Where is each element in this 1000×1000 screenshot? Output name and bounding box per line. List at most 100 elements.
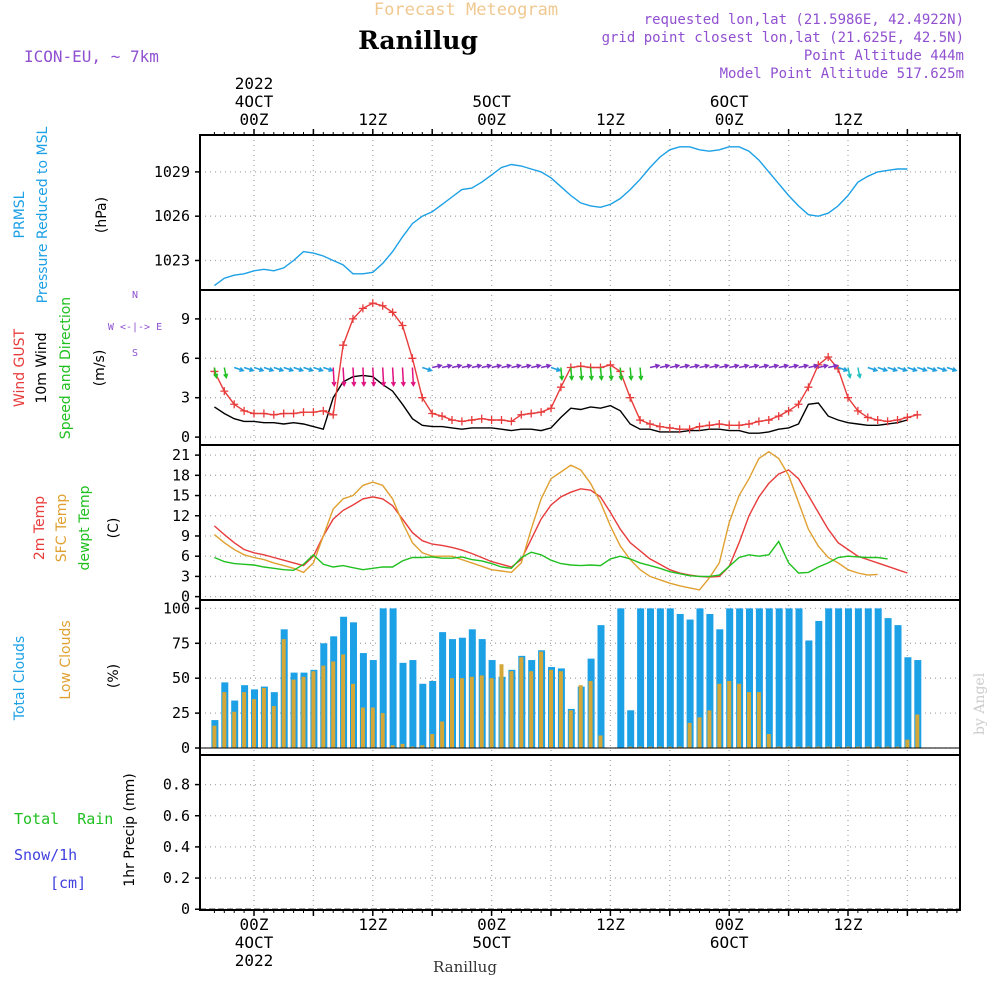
wind-gust-marker — [754, 417, 763, 426]
top-time-label: 6OCT — [710, 92, 749, 111]
wind-direction-arrowhead — [882, 367, 889, 372]
wind-gust-marker — [299, 408, 308, 417]
low-cloud-bar — [311, 671, 316, 749]
wind-gust-marker — [230, 400, 239, 409]
wind-gust-marker — [398, 321, 407, 330]
total-cloud-bar — [706, 613, 714, 749]
wind-gust-marker — [358, 304, 367, 313]
wind-direction-arrow — [283, 366, 293, 372]
total-cloud-bar — [884, 618, 892, 749]
top-time-label: 12Z — [596, 110, 625, 129]
wind-direction-arrowhead — [773, 363, 780, 369]
wind-gust-marker — [457, 417, 466, 426]
clouds-label-low: Low Clouds — [58, 620, 74, 699]
low-cloud-bar — [558, 671, 563, 749]
low-cloud-bar — [351, 683, 355, 749]
total-cloud-bar — [785, 608, 793, 749]
low-cloud-bar — [806, 746, 811, 749]
info-altitude: Point Altitude 444m — [804, 48, 964, 64]
precip-panel-labels: Total Rain Snow/1h [cm] 1hr Precip (mm) — [14, 773, 138, 892]
total-cloud-bar — [825, 608, 833, 749]
wind-label-10m: 10m Wind — [34, 332, 50, 403]
low-cloud-bar — [222, 692, 227, 749]
wind-direction-arrow — [411, 367, 415, 386]
total-cloud-bar — [765, 608, 773, 749]
wind-direction-arrowhead — [608, 375, 614, 382]
wind-gust-marker — [259, 409, 268, 418]
wind-gust-marker — [507, 417, 516, 426]
compass-south: S — [132, 348, 138, 359]
y-tick-label: 1026 — [154, 207, 190, 225]
wind-direction-arrow — [847, 367, 851, 378]
wind-direction-arrow — [213, 367, 218, 378]
wind-direction-arrow — [342, 367, 345, 386]
wind-direction-arrowhead — [278, 367, 285, 372]
wind-gust-marker — [824, 352, 833, 361]
wind-gust-marker — [497, 416, 506, 425]
wind-direction-arrow — [323, 366, 333, 372]
wind-gust-marker — [250, 409, 258, 418]
low-cloud-bar — [430, 734, 435, 749]
pressure-label-msl: Pressure Reduced to MSL — [35, 126, 51, 303]
wind-direction-arrowhead — [664, 363, 671, 369]
wind-direction-arrowhead — [618, 375, 624, 382]
wind-direction-arrow — [837, 366, 848, 372]
low-cloud-bar — [717, 683, 722, 749]
wind-gust-marker — [220, 387, 229, 396]
wind-direction-arrowhead — [466, 363, 473, 369]
wind-direction-arrow — [422, 366, 432, 372]
y-tick-label: 3 — [181, 567, 190, 585]
wind-gust-marker — [349, 314, 357, 323]
wind-gust-marker — [685, 425, 694, 434]
wind-gust-marker — [309, 408, 318, 417]
wind-gust-marker — [715, 419, 724, 428]
wind-direction-arrowhead — [516, 363, 522, 369]
total-cloud-bar — [399, 662, 407, 749]
wind-gust-marker — [705, 421, 714, 430]
total-cloud-bar — [389, 608, 397, 749]
wind-gust-marker — [903, 413, 912, 422]
precip-label-rain: Total Rain — [14, 810, 113, 828]
low-cloud-bar — [499, 664, 504, 749]
low-cloud-bar — [648, 746, 652, 749]
total-cloud-bar — [904, 657, 912, 749]
y-tick-label: 25 — [172, 704, 190, 722]
wind-direction-arrow — [570, 367, 573, 380]
y-tick-label: 18 — [172, 466, 190, 484]
axis-labels: 1023102610290369036912151821025507510000… — [154, 74, 958, 970]
panel-frames — [199, 134, 961, 911]
wind-gust-marker — [269, 410, 278, 419]
low-cloud-bar — [370, 707, 375, 749]
wind-direction-arrow — [313, 366, 323, 372]
wind-direction-arrowhead — [598, 375, 604, 382]
low-cloud-bar — [875, 746, 880, 749]
wind-direction-arrow — [253, 366, 264, 372]
temp-label-2m: 2m Temp — [32, 496, 48, 560]
low-cloud-bar — [568, 710, 573, 749]
low-cloud-bar — [826, 746, 831, 749]
y-tick-label: 0 — [181, 900, 190, 918]
low-cloud-bar — [489, 678, 494, 749]
wind-direction-arrow — [362, 367, 365, 386]
total-cloud-bar — [845, 608, 852, 749]
y-tick-label: 0 — [181, 428, 190, 446]
bottom-time-label: 00Z — [715, 915, 744, 934]
wind-direction-arrowhead — [536, 363, 542, 369]
wind-direction-arrowhead — [674, 363, 681, 369]
total-cloud-bar — [637, 608, 645, 749]
model-label: ICON-EU, ~ 7km — [24, 47, 159, 66]
wind-gust-marker — [240, 406, 249, 415]
low-cloud-bar — [915, 714, 920, 749]
low-cloud-bar — [865, 746, 870, 749]
wind-direction-arrowhead — [268, 367, 275, 372]
low-cloud-bar — [400, 743, 405, 749]
total-cloud-bar — [795, 608, 803, 749]
total-cloud-bar — [914, 660, 922, 749]
wind-gust-marker — [408, 354, 417, 363]
low-cloud-bar — [301, 676, 306, 749]
total-cloud-bar — [835, 608, 843, 749]
wind-direction-arrow — [332, 367, 335, 386]
wind-direction-arrowhead — [351, 381, 357, 388]
wind-direction-arrow — [391, 367, 395, 386]
precip-unit: 1hr Precip (mm) — [122, 773, 138, 886]
